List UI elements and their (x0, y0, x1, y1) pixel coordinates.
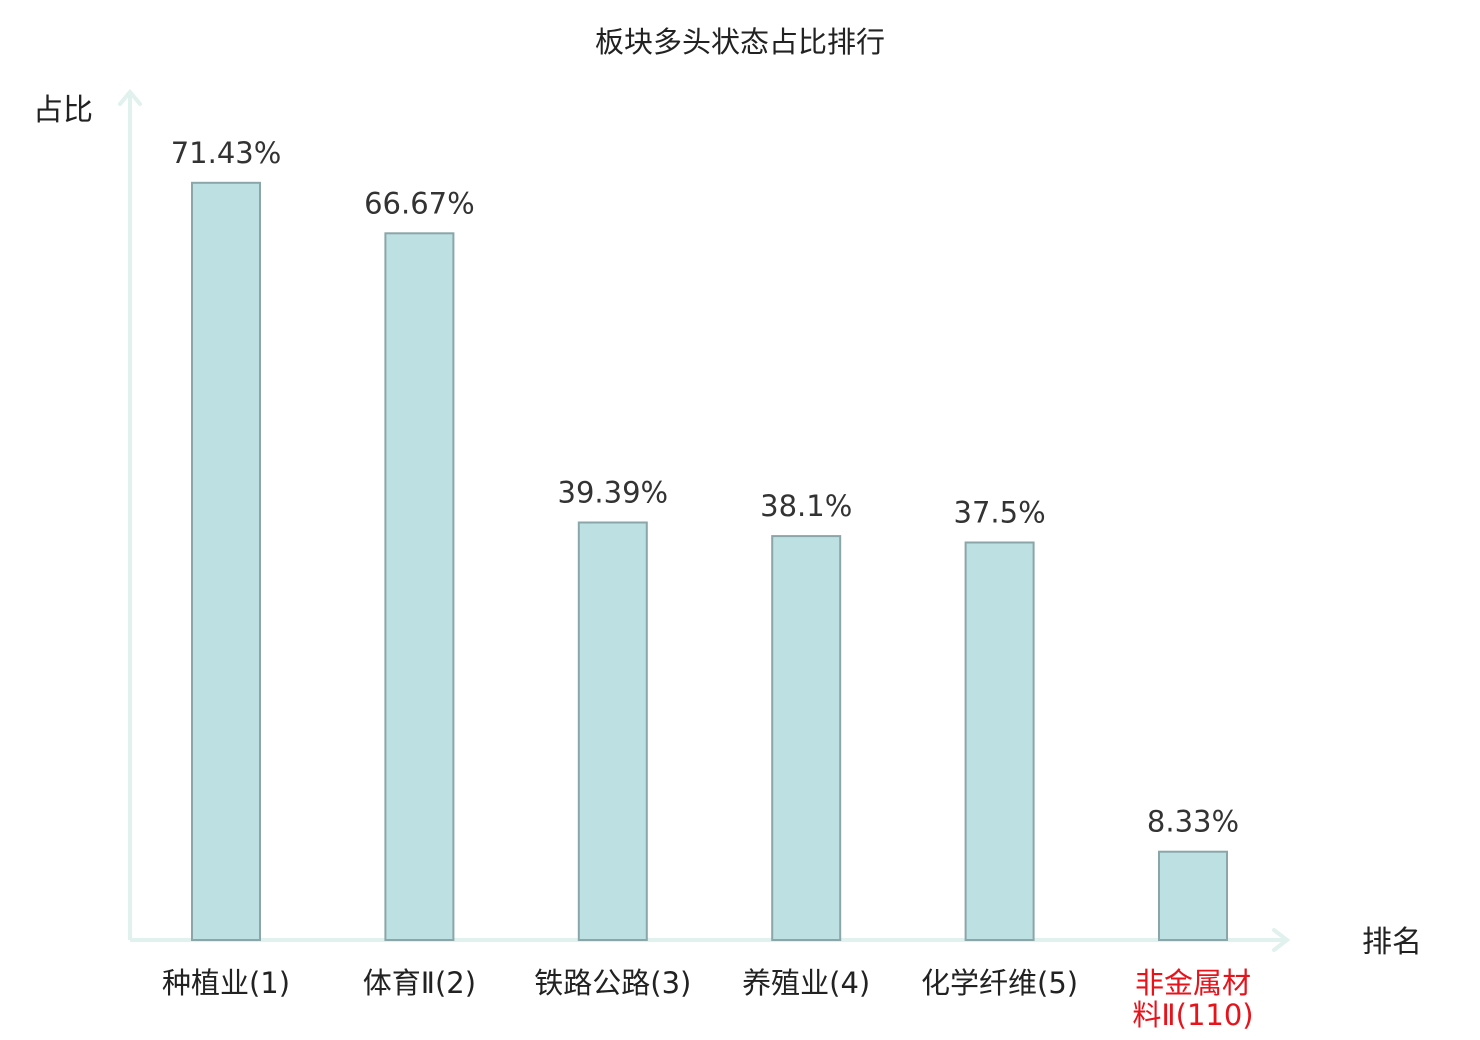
data-label: 39.39% (558, 476, 669, 510)
bar (384, 232, 455, 942)
data-label: 66.67% (364, 186, 475, 220)
x-axis-label: 排名 (1362, 925, 1422, 960)
tick-label: 体育Ⅱ(2) (363, 966, 476, 1000)
tick-label: 化学纤维(5) (921, 966, 1078, 1000)
data-label: 38.1% (760, 489, 852, 523)
data-labels: 71.43% 66.67% 39.39% 38.1% 37.5% 8.33% (171, 136, 1239, 839)
bar (191, 181, 261, 942)
data-label: 37.5% (954, 496, 1046, 530)
tick-label: 种植业(1) (162, 966, 290, 1000)
bar (964, 541, 1035, 941)
bar (1158, 850, 1228, 942)
y-axis-label: 占比 (33, 93, 93, 128)
tick-label: 铁路公路(3) (534, 966, 691, 1000)
data-label: 8.33% (1147, 805, 1239, 839)
x-axis-arrow-icon (1272, 928, 1291, 952)
bar (771, 535, 842, 941)
y-axis-arrow-icon (118, 88, 142, 106)
category-labels: 种植业(1) 体育Ⅱ(2) 铁路公路(3) 养殖业(4) 化学纤维(5) 非金属材料Ⅱ(1… (162, 966, 1254, 1032)
data-label: 71.43% (171, 136, 282, 170)
chart-title: 板块多头状态占比排行 (595, 25, 885, 59)
bar-series (191, 181, 1228, 942)
y-axis: 占比 (33, 88, 142, 940)
bar (577, 521, 648, 941)
tick-label: 非金属材料Ⅱ(110) (1132, 966, 1253, 1032)
tick-label: 养殖业(4) (742, 966, 870, 1000)
x-axis: 排名 (130, 925, 1422, 960)
